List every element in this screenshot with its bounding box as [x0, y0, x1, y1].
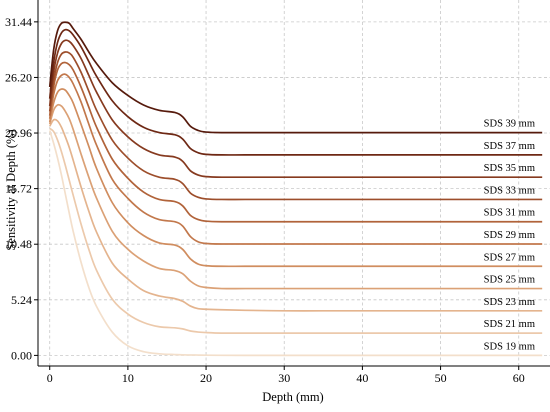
series-line: [48, 88, 543, 268]
x-axis-title: Depth (mm): [262, 390, 323, 404]
y-tick-label: 26.20: [5, 70, 32, 84]
series-line: [48, 39, 543, 179]
series-label: SDS 21 mm: [484, 319, 535, 330]
series-line: [48, 130, 543, 357]
series-label: SDS 33 mm: [484, 185, 535, 196]
series-labels: SDS 19 mm SDS 21 mm SDS 23 mm SDS 25 mm SDS …: [484, 119, 535, 353]
y-tick-label: 15.72: [5, 182, 32, 196]
x-tick-label: 20: [200, 371, 212, 385]
x-tick-label: 10: [122, 371, 134, 385]
series-label: SDS 39 mm: [484, 119, 535, 130]
y-tick-label: 10.48: [5, 237, 32, 251]
x-tick-label: 0: [47, 371, 53, 385]
series-label: SDS 31 mm: [484, 208, 535, 219]
ticks: 0 10 20 30 40 50 60 0.00 5.24 10.48 15.72 20.96 26.2…: [5, 15, 525, 385]
axes: [37, 0, 550, 367]
x-tick-label: 30: [278, 371, 290, 385]
series-line: [48, 73, 543, 245]
series-line: [48, 103, 543, 290]
series-line: [48, 118, 543, 312]
series-label: SDS 29 mm: [484, 230, 535, 241]
y-tick-label: 20.96: [5, 126, 32, 140]
series-label: SDS 19 mm: [484, 341, 535, 352]
y-tick-label: 5.24: [11, 293, 32, 307]
series-lines: [48, 21, 543, 357]
series-line: [49, 127, 543, 334]
x-tick-label: 60: [513, 371, 525, 385]
x-tick-label: 40: [356, 371, 368, 385]
y-tick-label: 0.00: [11, 348, 32, 362]
series-label: SDS 37 mm: [484, 141, 535, 152]
series-label: SDS 23 mm: [484, 297, 535, 308]
y-tick-label: 31.44: [5, 15, 32, 29]
series-label: SDS 35 mm: [484, 163, 535, 174]
y-axis-title: Sensitivity at Depth (%): [4, 129, 18, 250]
series-line: [48, 61, 543, 223]
series-label: SDS 27 mm: [484, 252, 535, 263]
series-line: [48, 51, 543, 201]
x-tick-label: 50: [435, 371, 447, 385]
series-line: [48, 21, 543, 134]
series-label: SDS 25 mm: [484, 275, 535, 286]
series-line: [48, 28, 543, 156]
